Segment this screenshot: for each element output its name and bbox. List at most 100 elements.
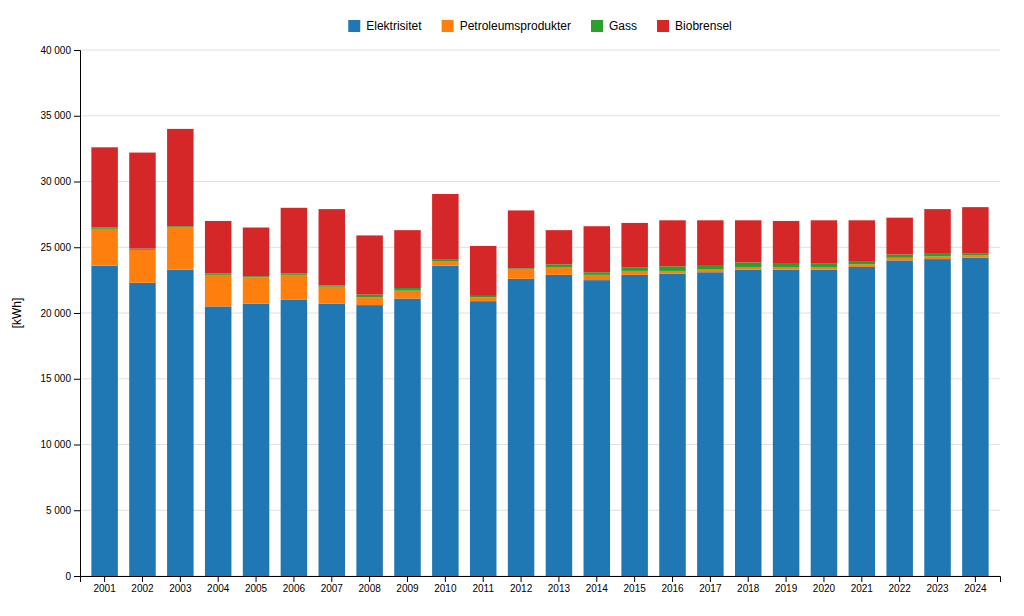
tick-label: 2023 <box>926 583 949 594</box>
bar <box>886 258 913 261</box>
plot: 05 00010 00015 00020 00025 00030 00035 0… <box>40 45 1000 594</box>
bar <box>849 267 876 576</box>
tick-mark <box>710 576 711 582</box>
tick: 2019 <box>775 576 798 594</box>
tick-mark <box>74 379 80 380</box>
bar <box>697 265 724 270</box>
bar <box>508 279 535 576</box>
legend-swatch <box>348 20 360 32</box>
tick: 2024 <box>964 576 987 594</box>
tick-mark <box>104 576 105 582</box>
bar <box>167 129 194 226</box>
tick-label: 2019 <box>775 583 798 594</box>
tick: 2020 <box>813 576 836 594</box>
tick: 2016 <box>661 576 684 594</box>
bar <box>886 218 913 255</box>
bar <box>470 301 497 576</box>
tick: 40 000 <box>40 45 80 56</box>
tick-mark <box>256 576 257 582</box>
bar <box>546 264 573 267</box>
bar <box>886 254 913 257</box>
bar <box>886 260 913 576</box>
bar <box>470 296 497 297</box>
tick-mark <box>142 576 143 582</box>
bar <box>962 253 989 255</box>
tick-mark <box>937 576 938 582</box>
bar <box>319 287 346 304</box>
tick-label: 2022 <box>889 583 912 594</box>
bar <box>91 228 118 229</box>
legend-label: Petroleumsprodukter <box>460 19 571 33</box>
tick: 35 000 <box>40 110 80 121</box>
bar <box>697 220 724 265</box>
bar <box>319 304 346 576</box>
tick-mark <box>634 576 635 582</box>
bar <box>356 295 383 298</box>
bar <box>924 256 951 259</box>
bar <box>659 274 686 576</box>
bar <box>697 270 724 273</box>
tick: 2005 <box>245 576 268 594</box>
tick: 2021 <box>851 576 874 594</box>
tick-label: 35 000 <box>40 110 71 121</box>
tick: 20 000 <box>40 308 80 319</box>
bar <box>849 220 876 261</box>
tick-label: 2010 <box>434 583 457 594</box>
bar <box>735 220 762 262</box>
bar <box>394 299 421 576</box>
bar <box>91 266 118 576</box>
axis-line <box>81 577 1001 583</box>
bar <box>659 220 686 266</box>
tick: 2002 <box>131 576 154 594</box>
tick-label: 2016 <box>661 583 684 594</box>
bar <box>584 226 611 272</box>
tick-label: 2015 <box>624 583 647 594</box>
bar <box>849 261 876 264</box>
tick-label: 2024 <box>964 583 987 594</box>
legend-item: Biobrensel <box>657 19 732 33</box>
tick: 2004 <box>207 576 230 594</box>
bar <box>621 271 648 275</box>
series <box>91 129 988 296</box>
bar <box>167 270 194 576</box>
tick-label: 2004 <box>207 583 230 594</box>
tick-label: 0 <box>65 571 71 582</box>
bar <box>924 254 951 257</box>
bar <box>508 268 535 269</box>
tick-label: 2005 <box>245 583 268 594</box>
bar <box>773 267 800 270</box>
bar <box>697 272 724 576</box>
tick-mark <box>672 576 673 582</box>
axis-line <box>74 51 81 577</box>
tick-mark <box>74 576 80 577</box>
tick-mark <box>218 576 219 582</box>
bar <box>432 194 459 260</box>
tick-mark <box>823 576 824 582</box>
tick-mark <box>74 445 80 446</box>
tick-mark <box>786 576 787 582</box>
bar <box>621 223 648 268</box>
legend-item: Petroleumsprodukter <box>442 19 571 33</box>
tick-label: 2020 <box>813 583 836 594</box>
bar <box>167 226 194 227</box>
tick-label: 2009 <box>396 583 419 594</box>
tick-label: 2003 <box>169 583 192 594</box>
tick-label: 2002 <box>131 583 154 594</box>
bar <box>243 276 270 277</box>
bar <box>129 249 156 250</box>
axis-title: [kWh] <box>10 298 24 329</box>
bar <box>735 270 762 576</box>
grid-line <box>80 181 1000 182</box>
tick-label: 2021 <box>851 583 874 594</box>
bar <box>811 220 838 263</box>
tick-label: 2013 <box>548 583 571 594</box>
tick-label: 2014 <box>586 583 609 594</box>
bar <box>584 275 611 280</box>
bar <box>811 270 838 576</box>
bar <box>508 270 535 279</box>
tick: 2011 <box>472 576 494 594</box>
tick-label: 25 000 <box>40 242 71 253</box>
tick: 2022 <box>889 576 912 594</box>
bar <box>319 285 346 286</box>
tick: 2001 <box>93 576 116 594</box>
